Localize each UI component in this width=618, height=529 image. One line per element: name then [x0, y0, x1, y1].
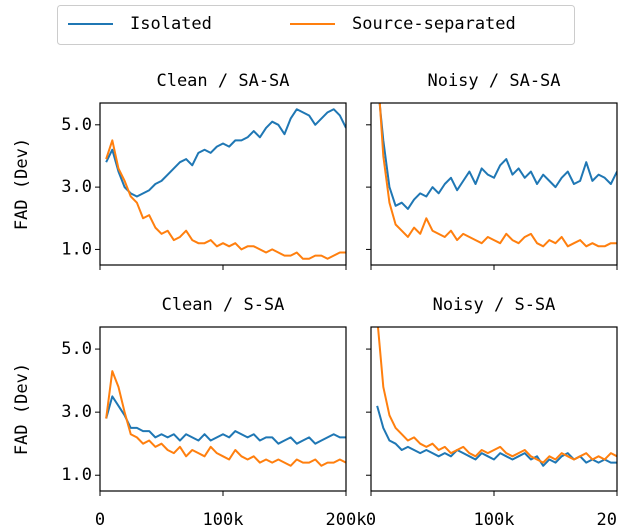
y-tick-label: 3.0: [61, 402, 92, 422]
subplot-title: Noisy / S-SA: [433, 295, 556, 315]
x-tick-label: 100k: [474, 510, 515, 529]
legend-label: Isolated: [130, 14, 212, 34]
y-axis-label: FAD (Dev): [12, 138, 32, 230]
x-tick-label: 0: [95, 510, 105, 529]
axes-frame: [370, 326, 618, 492]
series-line: [105, 139, 346, 260]
y-tick-label: 3.0: [61, 177, 92, 197]
x-tick-label: 100k: [203, 510, 244, 529]
y-tick-label: 5.0: [61, 115, 92, 135]
series-line: [105, 370, 346, 467]
legend-label: Source-separated: [352, 14, 516, 34]
subplot-title: Clean / S-SA: [162, 295, 285, 315]
y-axis-label: FAD (Dev): [12, 363, 32, 455]
y-tick-label: 1.0: [61, 465, 92, 485]
subplot-title: Noisy / SA-SA: [427, 71, 560, 91]
x-tick-label: 200k: [597, 510, 618, 529]
subplot-title: Clean / SA-SA: [156, 71, 289, 91]
series-line: [105, 395, 346, 445]
x-tick-label: 0: [366, 510, 376, 529]
series-line: [378, 103, 617, 210]
axes-frame: [99, 326, 347, 492]
axes-frame: [370, 102, 618, 266]
series-line: [378, 103, 617, 248]
y-tick-label: 5.0: [61, 339, 92, 359]
series-line: [105, 108, 346, 198]
axes-frame: [99, 102, 347, 266]
series-line: [376, 327, 617, 464]
x-tick-label: 200k: [326, 510, 367, 529]
y-tick-label: 1.0: [61, 239, 92, 259]
